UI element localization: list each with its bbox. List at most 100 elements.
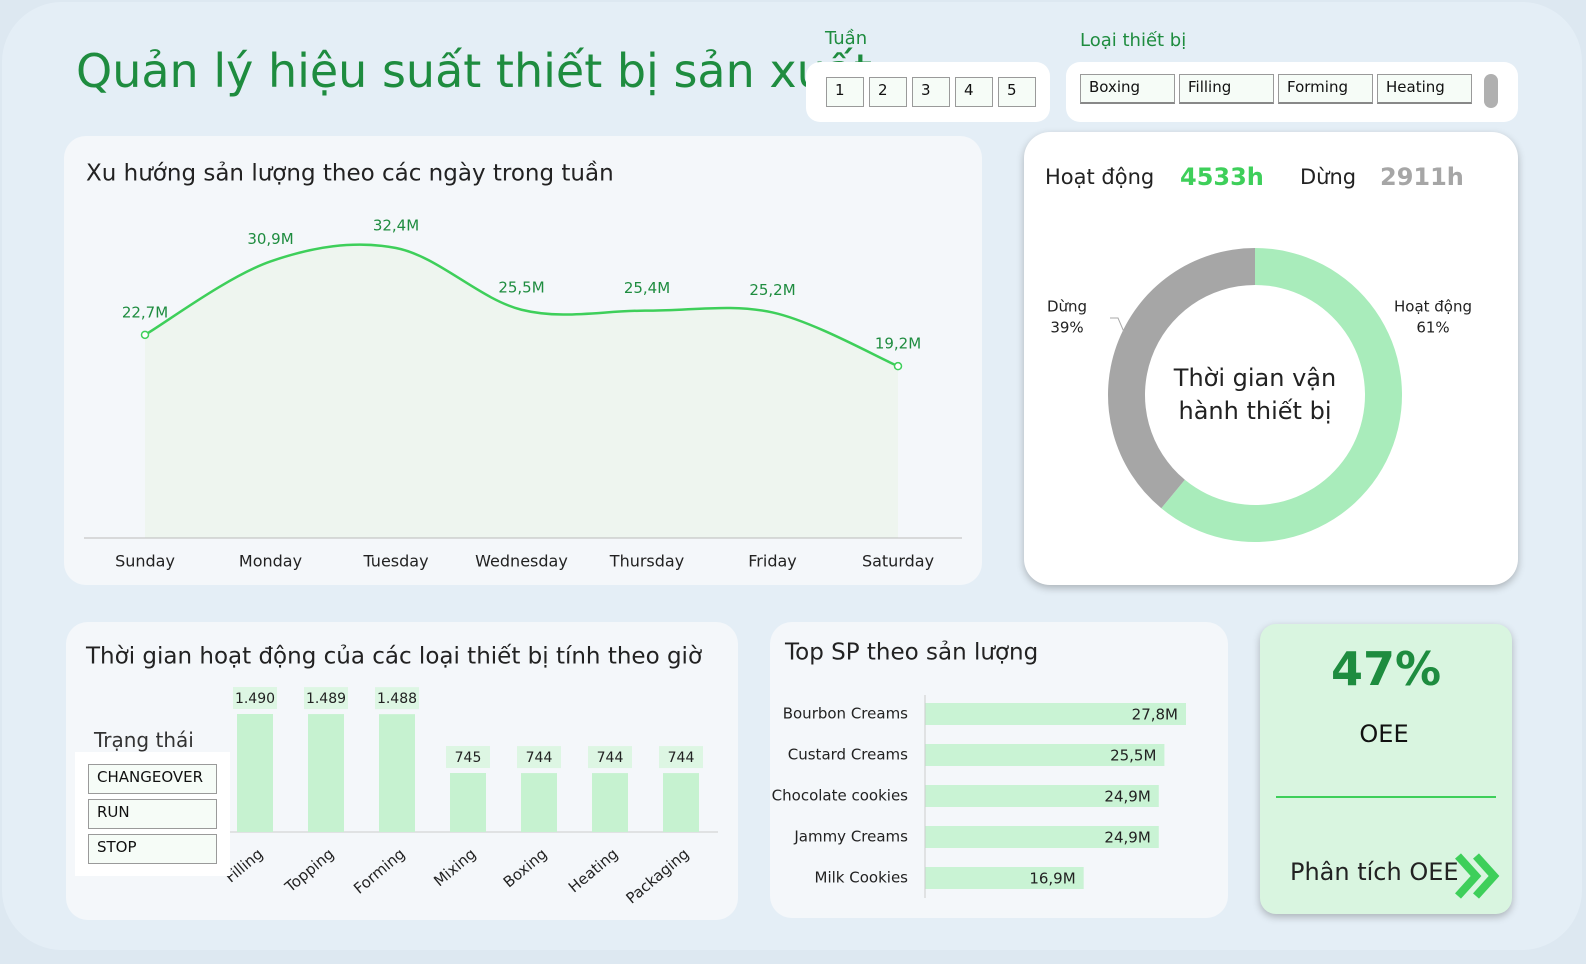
donut-title: Thời gian vận hành thiết bị xyxy=(1173,364,1337,425)
stat-label: Dừng xyxy=(1300,165,1356,189)
kpi-card: 47% OEE Phân tích OEE xyxy=(1260,624,1512,914)
segment-value: 39% xyxy=(1050,319,1083,337)
data-label: 24,9M xyxy=(1104,829,1150,847)
y-tick-label: Bourbon Creams xyxy=(783,705,908,723)
bar xyxy=(521,773,557,832)
slicer-item[interactable]: 5 xyxy=(998,77,1036,107)
data-label: 25,2M xyxy=(749,281,795,299)
stat-value: 4533h xyxy=(1180,163,1264,191)
x-tick-label: Sunday xyxy=(115,552,175,571)
slicer-item[interactable]: Filling xyxy=(1179,74,1274,104)
slicer-label: Tuần xyxy=(825,28,868,49)
data-label: 25,4M xyxy=(624,279,670,297)
divider xyxy=(1276,796,1496,798)
leader xyxy=(1110,317,1125,333)
data-label: 25,5M xyxy=(498,278,544,296)
data-label: 27,8M xyxy=(1132,706,1178,724)
page-title: Quản lý hiệu suất thiết bị sản xuất xyxy=(76,44,872,98)
slicer-item[interactable]: 4 xyxy=(955,77,993,107)
data-label: 744 xyxy=(668,750,695,766)
label-bg xyxy=(375,687,419,710)
end-marker xyxy=(893,361,903,371)
segment-value: 61% xyxy=(1416,319,1449,337)
data-label: 25,5M xyxy=(1110,747,1156,765)
x-tick-label: Heating xyxy=(565,845,622,897)
bar xyxy=(450,773,486,832)
data-label: 1.489 xyxy=(306,691,346,707)
x-tick-label: Boxing xyxy=(500,845,551,892)
y-tick-label: Jammy Creams xyxy=(793,828,908,846)
slicer-item[interactable]: CHANGEOVER xyxy=(88,764,217,794)
x-tick-label: Saturday xyxy=(862,552,934,571)
chart-title: Xu hướng sản lượng theo các ngày trong t… xyxy=(86,161,614,187)
x-tick-label: Packaging xyxy=(623,845,693,908)
stat-label: Hoạt động xyxy=(1045,165,1154,189)
data-label: 1.490 xyxy=(235,691,275,707)
x-tick-label: Tuesday xyxy=(362,552,428,571)
bar xyxy=(925,703,1186,725)
x-tick-label: Mixing xyxy=(430,845,479,890)
slicer-item[interactable]: 2 xyxy=(869,77,907,107)
segment-label: Dừng xyxy=(1047,298,1087,316)
label-bg xyxy=(588,746,632,769)
x-tick-label: Topping xyxy=(281,845,338,897)
bar xyxy=(237,714,273,832)
x-tick-label: Friday xyxy=(748,552,797,571)
data-label: 22,7M xyxy=(122,303,168,321)
slicer-item[interactable]: Heating xyxy=(1377,74,1472,104)
data-label: 32,4M xyxy=(373,217,419,235)
x-tick-label: Thursday xyxy=(609,552,684,571)
stat-value: 2911h xyxy=(1380,163,1464,191)
chevron-icon[interactable] xyxy=(1452,850,1502,902)
scrollbar[interactable] xyxy=(1484,74,1498,108)
kpi-link[interactable]: Phân tích OEE xyxy=(1290,858,1459,886)
status-slicer: CHANGEOVER RUN STOP xyxy=(75,752,230,876)
segment-label: Hoạt động xyxy=(1394,298,1472,316)
data-label: 1.488 xyxy=(377,691,417,707)
slicer-item[interactable]: Forming xyxy=(1278,74,1373,104)
area xyxy=(145,244,898,539)
chart-title: Thời gian hoạt động của các loại thiết b… xyxy=(85,644,702,670)
label-bg xyxy=(517,746,561,769)
bar xyxy=(592,773,628,832)
label-bg xyxy=(304,687,348,710)
data-label: 24,9M xyxy=(1104,788,1150,806)
bar xyxy=(925,826,1159,848)
label-bg xyxy=(446,746,490,768)
bar xyxy=(925,744,1165,766)
end-marker xyxy=(140,330,150,340)
bar xyxy=(379,714,415,832)
y-tick-label: Chocolate cookies xyxy=(772,787,909,805)
label-bg xyxy=(233,687,277,709)
data-label: 16,9M xyxy=(1029,870,1075,888)
slicer-label: Trạng thái xyxy=(94,728,194,752)
line xyxy=(144,243,899,368)
slicer-item[interactable]: STOP xyxy=(88,834,217,864)
label-bg xyxy=(659,746,703,769)
slicer-item[interactable]: RUN xyxy=(88,799,217,829)
data-label: 745 xyxy=(455,750,482,766)
slicer-item[interactable]: 3 xyxy=(912,77,950,107)
donut-segment xyxy=(1161,248,1402,542)
bar xyxy=(308,714,344,832)
x-tick-label: Monday xyxy=(239,552,302,571)
kpi-value: 47% xyxy=(1330,642,1442,696)
slicer-item[interactable]: 1 xyxy=(826,77,864,107)
y-tick-label: Custard Creams xyxy=(788,746,908,764)
y-tick-label: Milk Cookies xyxy=(815,869,909,887)
chart-title: Top SP theo sản lượng xyxy=(784,640,1038,666)
slicer-label: Loại thiết bị xyxy=(1080,30,1187,51)
x-tick-label: Forming xyxy=(350,845,408,898)
bar xyxy=(925,867,1084,889)
slicer-item[interactable]: Boxing xyxy=(1080,74,1175,104)
bar xyxy=(925,785,1159,807)
bar xyxy=(663,773,699,832)
data-label: 744 xyxy=(597,750,624,766)
donut-segment xyxy=(1108,248,1255,509)
equipment-slicer: Boxing Filling Forming Heating xyxy=(1066,62,1518,122)
x-tick-label: Wednesday xyxy=(475,552,568,571)
data-label: 19,2M xyxy=(875,335,921,353)
data-label: 744 xyxy=(526,750,553,766)
